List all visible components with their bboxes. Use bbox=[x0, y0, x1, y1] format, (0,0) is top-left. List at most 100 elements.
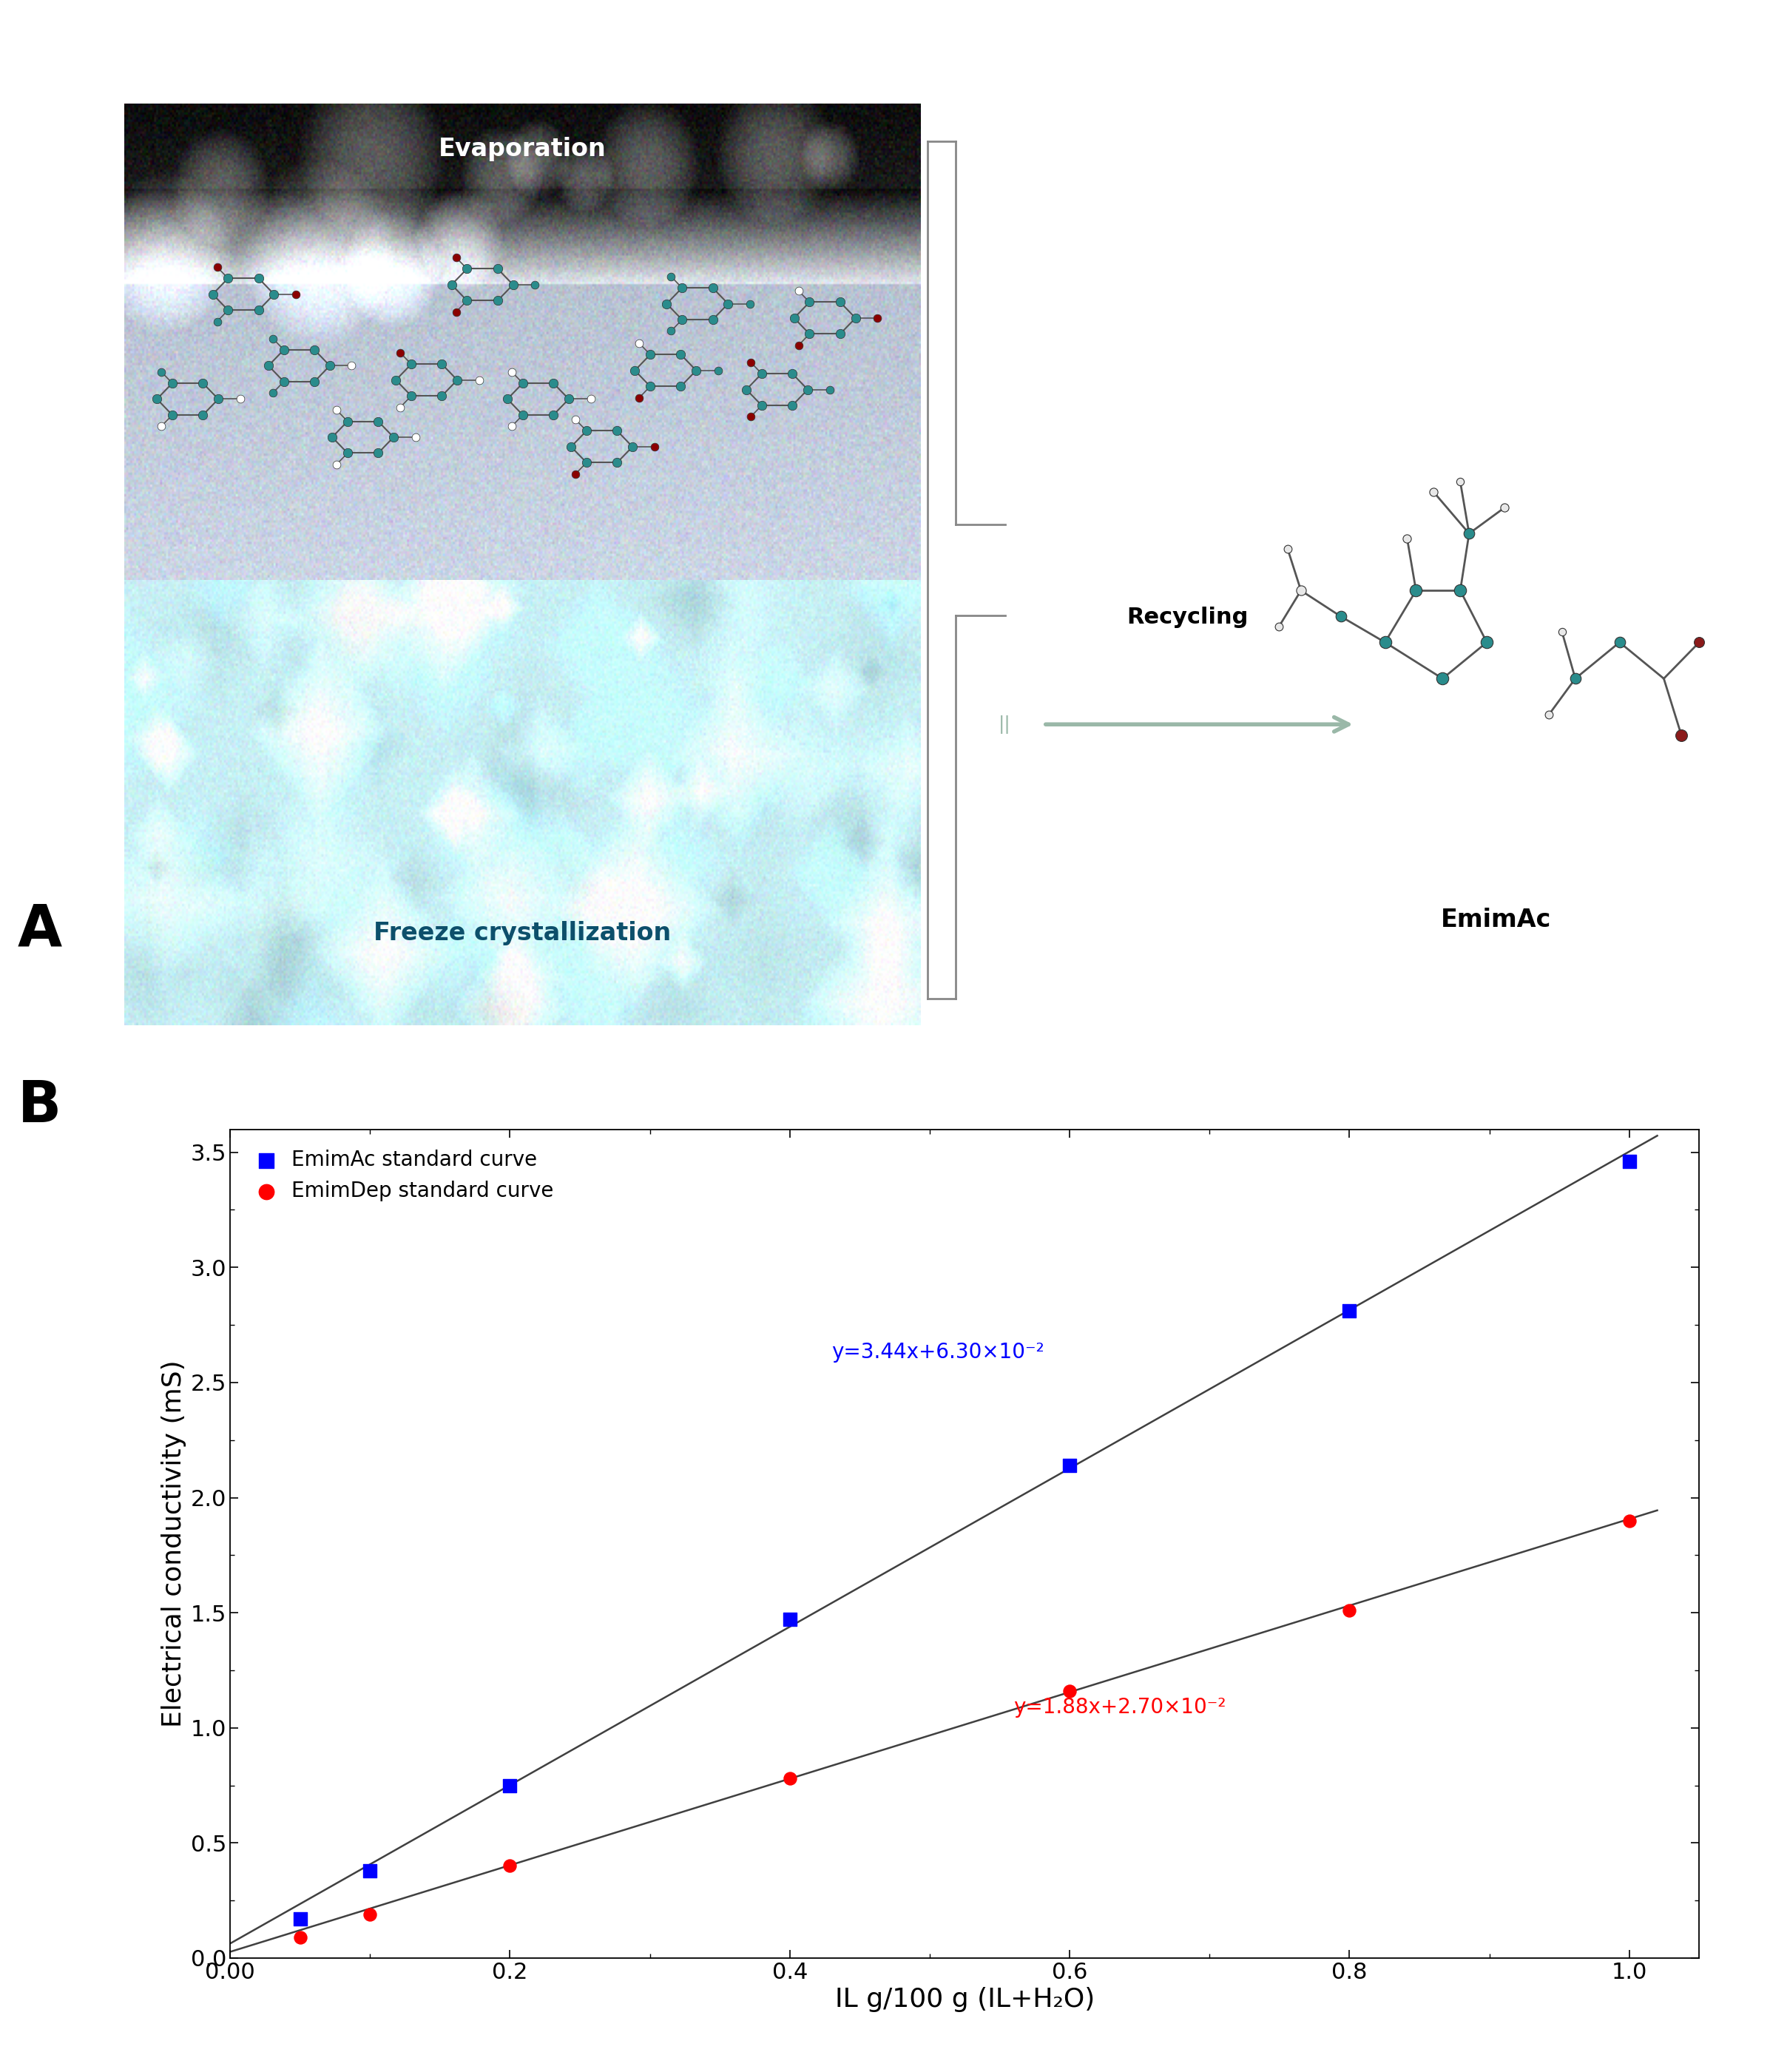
Point bbox=[442, 240, 471, 274]
Text: ||: || bbox=[998, 715, 1011, 733]
Point bbox=[653, 288, 681, 321]
Point bbox=[1402, 574, 1430, 607]
Point bbox=[379, 421, 407, 454]
Point bbox=[158, 367, 186, 400]
Point bbox=[520, 267, 549, 300]
Point bbox=[483, 284, 512, 317]
Point bbox=[540, 398, 568, 431]
EmimAc standard curve bbox=[287, 1902, 315, 1935]
Point bbox=[147, 354, 175, 387]
Point bbox=[442, 363, 471, 396]
Point bbox=[428, 348, 457, 381]
Point bbox=[747, 356, 775, 390]
Point bbox=[736, 400, 765, 433]
Text: Recycling: Recycling bbox=[1127, 607, 1248, 628]
Point bbox=[795, 286, 823, 319]
Point bbox=[1287, 574, 1315, 607]
Point bbox=[453, 284, 481, 317]
Point bbox=[396, 348, 425, 381]
Point bbox=[189, 367, 218, 400]
Point bbox=[1428, 661, 1457, 694]
Point bbox=[198, 278, 227, 311]
Point bbox=[322, 394, 350, 427]
Point bbox=[453, 253, 481, 286]
Point bbox=[1393, 522, 1421, 555]
Point bbox=[396, 379, 425, 412]
Text: A: A bbox=[18, 901, 62, 957]
Point bbox=[667, 271, 696, 305]
EmimAc standard curve bbox=[356, 1854, 384, 1888]
EmimDep standard curve bbox=[1055, 1674, 1083, 1707]
Point bbox=[204, 251, 232, 284]
Point bbox=[781, 300, 809, 334]
Point bbox=[779, 356, 807, 390]
Point bbox=[667, 369, 696, 402]
Point bbox=[258, 321, 287, 354]
Point bbox=[508, 367, 536, 400]
Point bbox=[864, 300, 892, 334]
Point bbox=[244, 261, 273, 294]
Point bbox=[499, 267, 527, 300]
Point bbox=[841, 300, 869, 334]
Point bbox=[1266, 609, 1294, 642]
Point bbox=[402, 421, 430, 454]
Point bbox=[365, 437, 393, 470]
Point bbox=[365, 404, 393, 437]
Point bbox=[625, 381, 653, 414]
Point bbox=[1420, 474, 1448, 508]
Text: B: B bbox=[18, 1077, 62, 1133]
EmimDep standard curve bbox=[356, 1898, 384, 1931]
Point bbox=[795, 317, 823, 350]
EmimAc standard curve bbox=[1614, 1146, 1643, 1179]
Point bbox=[1372, 626, 1400, 659]
Point bbox=[561, 402, 589, 435]
Point bbox=[204, 305, 232, 338]
Point bbox=[618, 431, 646, 464]
Point bbox=[733, 373, 761, 406]
Point bbox=[143, 383, 172, 416]
Point bbox=[386, 392, 414, 425]
Point bbox=[793, 373, 821, 406]
Point bbox=[1535, 698, 1563, 731]
Point bbox=[386, 336, 414, 369]
Point bbox=[667, 303, 696, 336]
Point bbox=[779, 390, 807, 423]
Point bbox=[681, 354, 710, 387]
Point bbox=[466, 363, 494, 396]
Point bbox=[1549, 615, 1577, 649]
Legend: EmimAc standard curve, EmimDep standard curve: EmimAc standard curve, EmimDep standard … bbox=[241, 1140, 565, 1212]
Point bbox=[497, 410, 526, 443]
Point bbox=[281, 278, 310, 311]
Point bbox=[827, 286, 855, 319]
Point bbox=[1561, 661, 1589, 694]
Y-axis label: Electrical conductivity (mS): Electrical conductivity (mS) bbox=[161, 1359, 186, 1728]
Text: EmimAc: EmimAc bbox=[1441, 908, 1551, 932]
Point bbox=[713, 288, 742, 321]
Point bbox=[158, 398, 186, 431]
Point bbox=[333, 437, 361, 470]
Point bbox=[657, 259, 685, 292]
EmimDep standard curve bbox=[775, 1761, 804, 1794]
Point bbox=[816, 373, 844, 406]
Point bbox=[1473, 626, 1501, 659]
Point bbox=[1455, 516, 1483, 549]
EmimAc standard curve bbox=[775, 1604, 804, 1637]
Point bbox=[255, 350, 283, 383]
Point bbox=[572, 414, 600, 448]
Point bbox=[827, 317, 855, 350]
Point bbox=[315, 350, 343, 383]
Point bbox=[1446, 464, 1474, 497]
Point bbox=[577, 383, 605, 416]
Point bbox=[625, 327, 653, 361]
Point bbox=[635, 369, 664, 402]
EmimAc standard curve bbox=[1335, 1295, 1363, 1328]
Point bbox=[1667, 719, 1696, 752]
Point bbox=[604, 414, 632, 448]
Point bbox=[189, 398, 218, 431]
Point bbox=[641, 431, 669, 464]
Point bbox=[657, 315, 685, 348]
Point bbox=[558, 431, 586, 464]
Point bbox=[736, 288, 765, 321]
Point bbox=[736, 346, 765, 379]
Point bbox=[483, 253, 512, 286]
